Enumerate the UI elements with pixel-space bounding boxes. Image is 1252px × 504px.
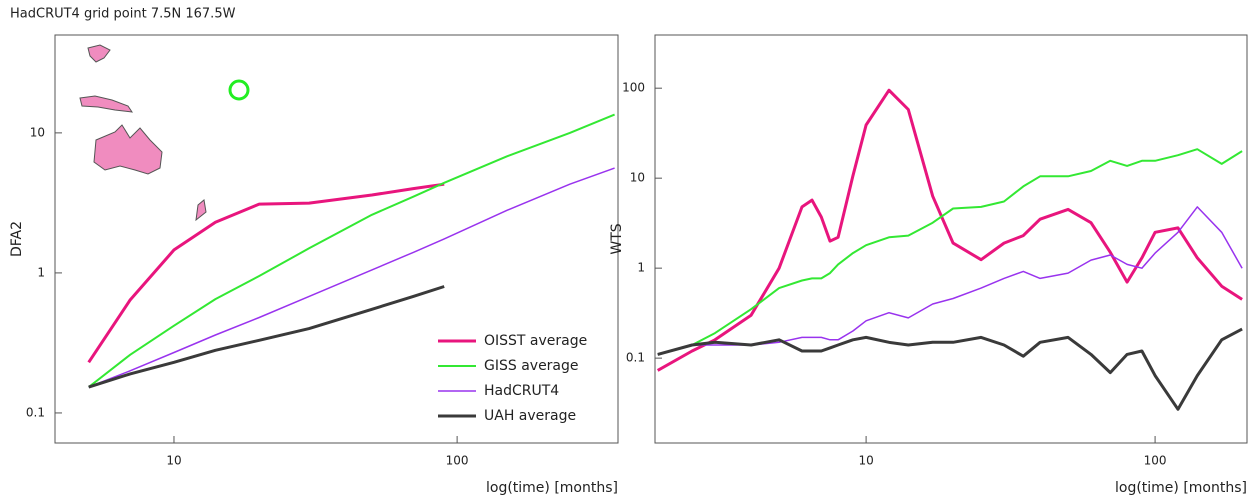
x-axis-label: log(time) [months] [486,480,618,496]
chart-title: HadCRUT4 grid point 7.5N 167.5W [10,7,236,22]
series-line [88,113,615,388]
x-tick-label: 100 [446,454,469,468]
x-axis-label: log(time) [months] [1115,480,1247,496]
series-line [656,88,1243,372]
series-line [657,148,1243,356]
series-line [88,167,615,388]
y-axis-label: WTS [609,223,625,254]
legend-label: UAH average [484,408,576,424]
series-line [657,206,1243,356]
legend-label: GISS average [484,358,579,374]
legend-label: HadCRUT4 [484,383,559,399]
series-line [87,182,445,364]
map-land [87,44,111,63]
x-tick-label: 10 [166,454,181,468]
x-tick-label: 10 [858,454,873,468]
series-line [657,327,1243,411]
y-axis-label: DFA2 [9,221,25,257]
y-tick-label: 1 [37,265,45,279]
series-line [88,285,445,389]
y-tick-label: 100 [622,81,645,95]
map-inset [79,44,250,222]
map-land [195,199,207,222]
map-land [93,124,163,175]
y-tick-label: 10 [30,125,45,139]
y-tick-label: 10 [630,171,645,185]
y-tick-label: 1 [637,261,645,275]
map-marker [228,79,250,101]
x-tick-label: 100 [1144,454,1167,468]
plot-frame [54,34,619,444]
map-land [79,95,134,113]
y-tick-label: 0.1 [26,405,45,419]
y-tick-label: 0.1 [626,351,645,365]
plot-frame [654,34,1248,444]
legend-label: OISST average [484,333,587,349]
